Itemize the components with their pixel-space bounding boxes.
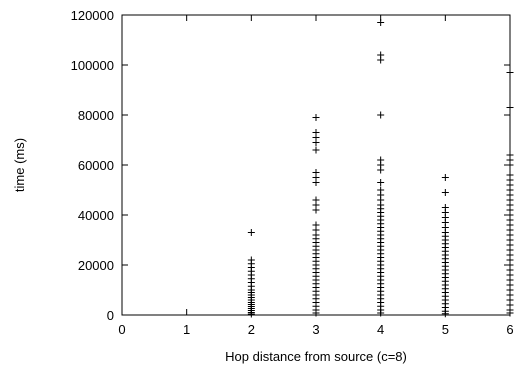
- y-axis-ticks: 0 20000 40000 60000 80000 100000 120000: [71, 8, 510, 323]
- data-point: [312, 114, 320, 121]
- data-point: [312, 206, 320, 214]
- data-point: [312, 139, 320, 146]
- data-point: [506, 309, 514, 317]
- data-point: [377, 56, 385, 64]
- data-point: [377, 179, 385, 186]
- data-point: [506, 104, 514, 111]
- y-tick-label: 80000: [78, 108, 114, 123]
- data-point: [377, 166, 385, 174]
- x-axis-label: Hop distance from source (c=8): [225, 349, 407, 364]
- data-point: [247, 229, 255, 236]
- y-tick-label: 20000: [78, 258, 114, 273]
- data-point: [506, 161, 514, 169]
- data-point: [506, 69, 514, 76]
- y-tick-label: 100000: [71, 58, 114, 73]
- data-point: [312, 179, 320, 186]
- data-point: [441, 189, 449, 196]
- y-tick-label: 0: [107, 308, 114, 323]
- data-point: [377, 309, 385, 317]
- y-tick-label: 60000: [78, 158, 114, 173]
- x-tick-label: 4: [377, 322, 384, 337]
- data-point: [377, 19, 385, 26]
- data-points: [247, 19, 514, 318]
- x-tick-label: 2: [248, 322, 255, 337]
- y-tick-label: 120000: [71, 8, 114, 23]
- data-point: [441, 310, 449, 318]
- data-point: [377, 111, 385, 119]
- data-point: [312, 309, 320, 317]
- data-point: [312, 146, 320, 154]
- data-point: [247, 310, 255, 318]
- y-tick-label: 40000: [78, 208, 114, 223]
- x-tick-label: 0: [118, 322, 125, 337]
- x-tick-label: 1: [183, 322, 190, 337]
- x-tick-label: 5: [442, 322, 449, 337]
- x-tick-label: 3: [312, 322, 319, 337]
- y-axis-label: time (ms): [12, 138, 27, 192]
- x-tick-label: 6: [506, 322, 513, 337]
- data-point: [441, 174, 449, 181]
